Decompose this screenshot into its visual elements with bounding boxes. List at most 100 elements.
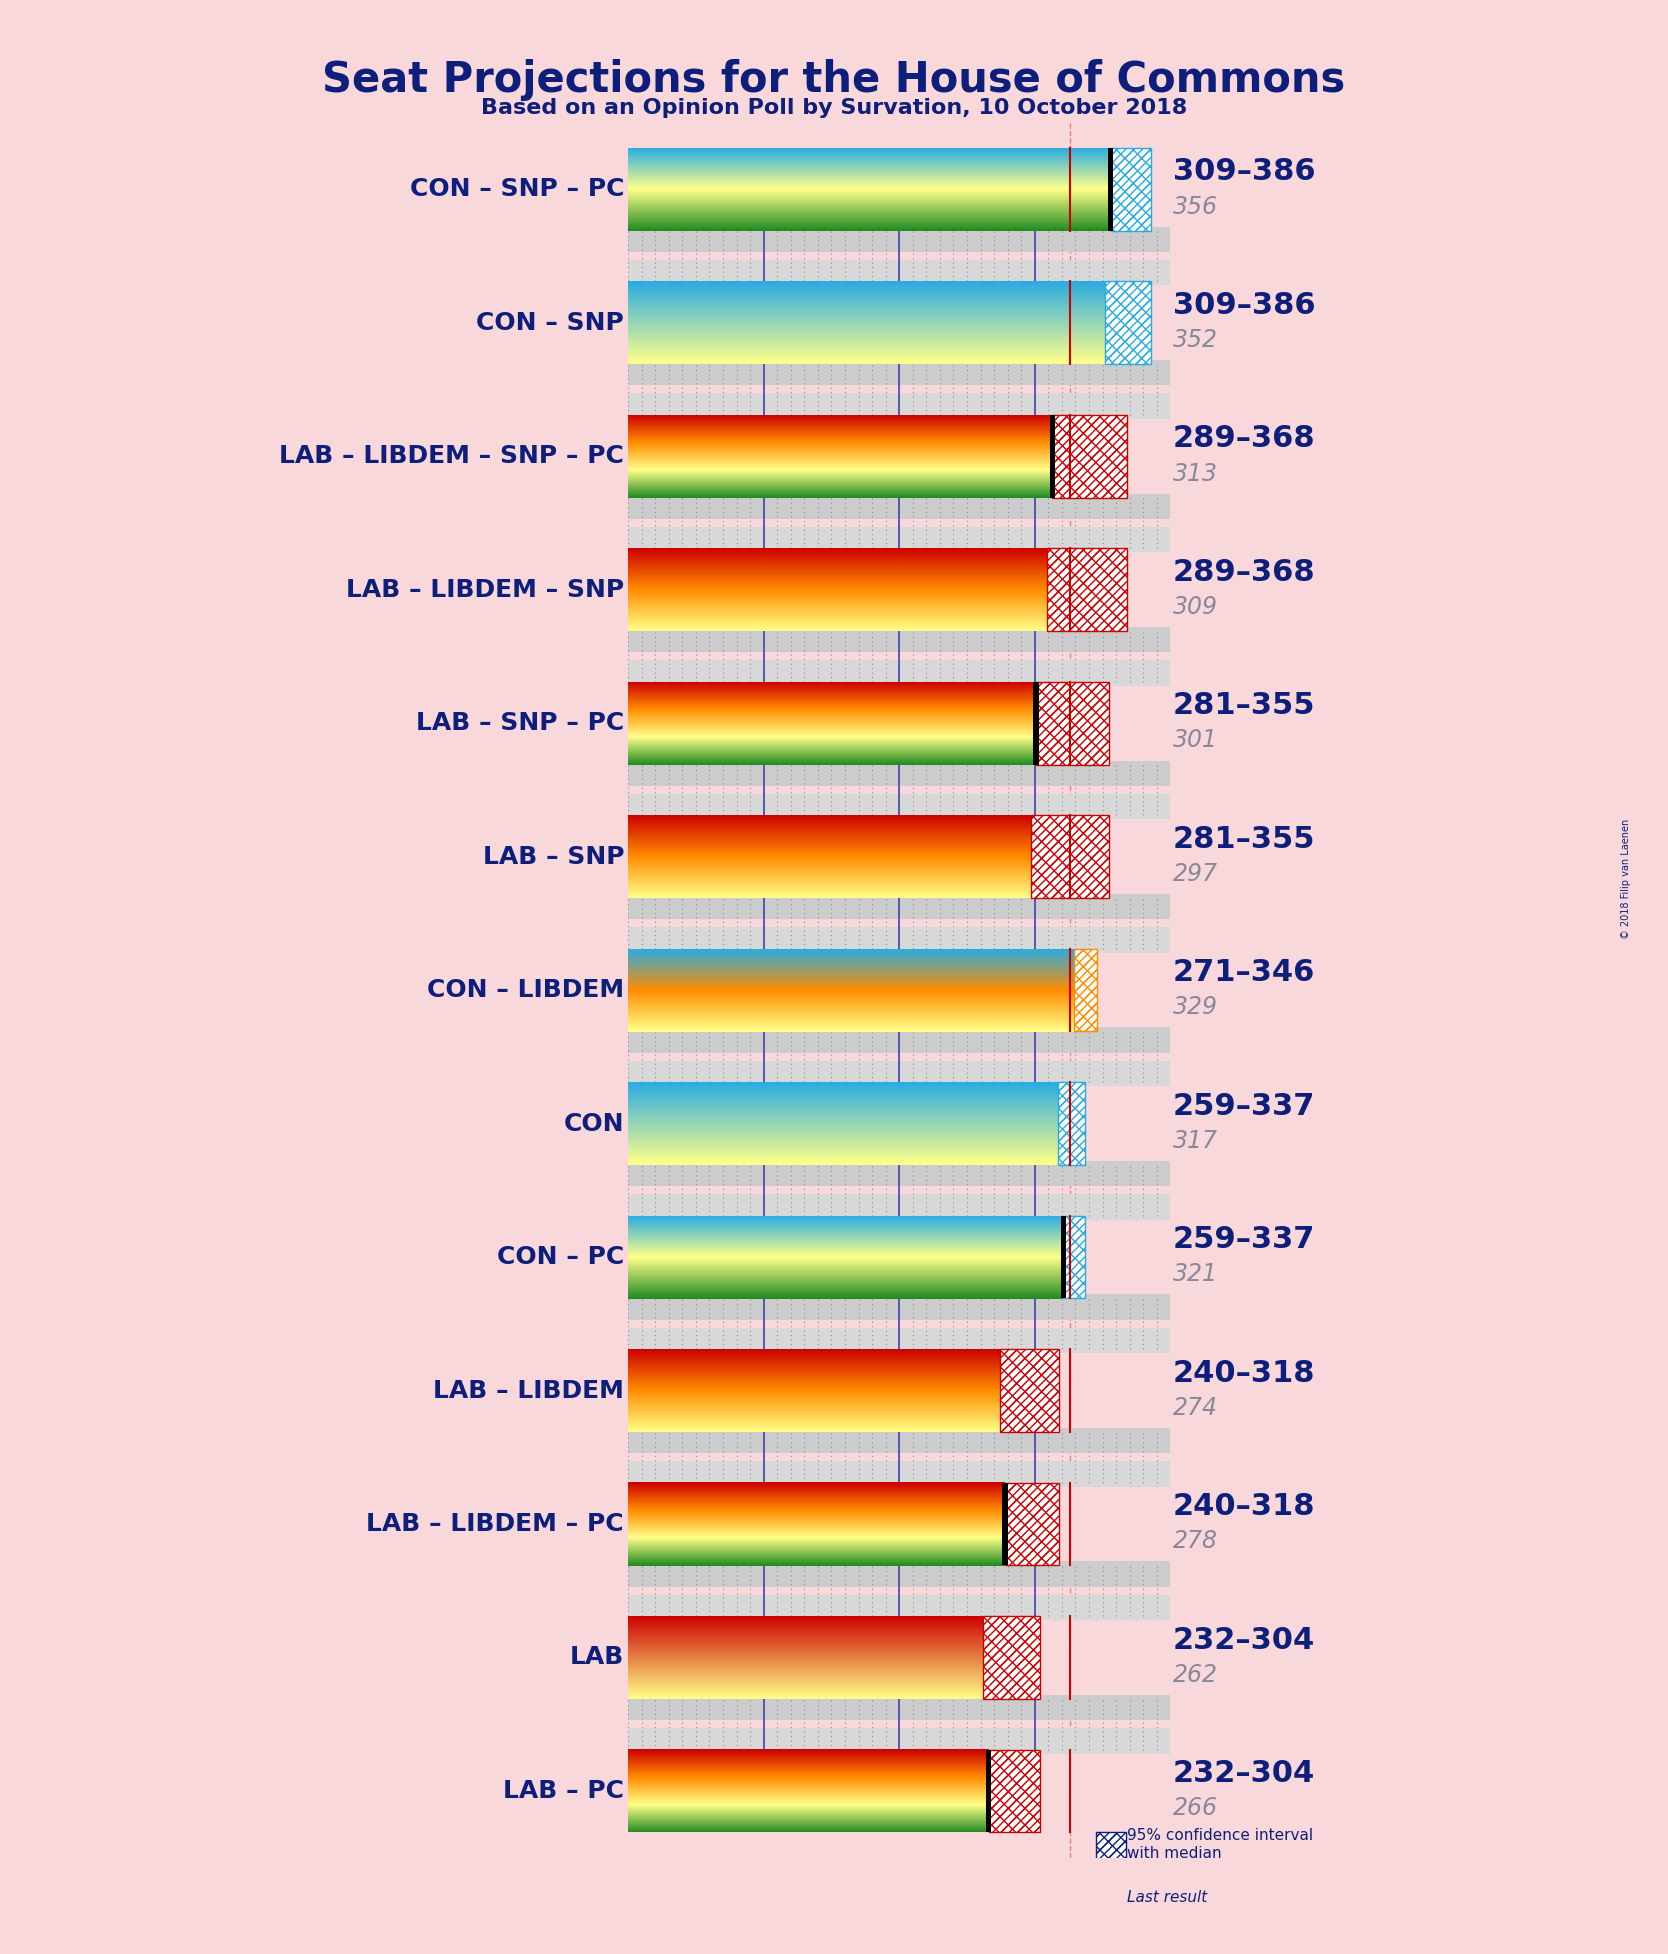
Bar	[1074, 950, 1098, 1032]
Text: LAB – SNP: LAB – SNP	[482, 844, 624, 870]
Text: 313: 313	[1173, 461, 1218, 485]
Bar	[629, 760, 1171, 786]
Text: 95% confidence interval
with median: 95% confidence interval with median	[1128, 1829, 1313, 1860]
Text: 309: 309	[1173, 596, 1218, 619]
Bar	[629, 1561, 1171, 1587]
Text: 266: 266	[1173, 1796, 1218, 1821]
Bar	[629, 1727, 1171, 1753]
Text: 259–337: 259–337	[1173, 1092, 1316, 1122]
Bar	[999, 1348, 1059, 1432]
Text: LAB – LIBDEM: LAB – LIBDEM	[434, 1378, 624, 1403]
Text: CON – LIBDEM: CON – LIBDEM	[427, 979, 624, 1002]
Bar	[1074, 950, 1098, 1032]
Bar	[1063, 1215, 1084, 1297]
Bar	[629, 1194, 1171, 1219]
Text: 356: 356	[1173, 195, 1218, 219]
Bar	[1063, 1215, 1084, 1297]
Text: LAB – LIBDEM – SNP: LAB – LIBDEM – SNP	[345, 578, 624, 602]
Bar	[629, 1028, 1171, 1053]
Bar	[629, 928, 1171, 954]
Text: 232–304: 232–304	[1173, 1626, 1316, 1655]
Bar	[629, 360, 1171, 385]
Bar	[629, 660, 1171, 686]
Text: 240–318: 240–318	[1173, 1358, 1316, 1387]
Text: 289–368: 289–368	[1173, 424, 1316, 453]
Bar	[982, 1616, 1041, 1698]
Bar	[986, 1749, 991, 1833]
Bar	[982, 1616, 1041, 1698]
Text: 309–386: 309–386	[1173, 158, 1316, 186]
Text: 262: 262	[1173, 1663, 1218, 1686]
Text: LAB – PC: LAB – PC	[504, 1778, 624, 1804]
Bar	[1111, 149, 1151, 231]
Bar	[1048, 549, 1128, 631]
Bar	[629, 1428, 1171, 1454]
Text: LAB – LIBDEM – PC: LAB – LIBDEM – PC	[367, 1512, 624, 1536]
Bar	[1004, 1483, 1059, 1565]
Bar	[629, 895, 1171, 918]
Text: 309–386: 309–386	[1173, 291, 1316, 320]
Bar	[1004, 1483, 1059, 1565]
Bar	[629, 227, 1171, 252]
Bar	[1036, 682, 1109, 764]
Bar	[1096, 1833, 1126, 1870]
Text: LAB: LAB	[570, 1645, 624, 1669]
Text: Seat Projections for the House of Commons: Seat Projections for the House of Common…	[322, 59, 1346, 100]
Bar	[629, 1462, 1171, 1487]
Bar	[1106, 281, 1151, 363]
Bar	[629, 1294, 1171, 1319]
Bar	[1108, 149, 1113, 231]
Bar	[1096, 1833, 1126, 1870]
Bar	[629, 1329, 1171, 1354]
Bar	[1031, 815, 1109, 899]
Text: 321: 321	[1173, 1262, 1218, 1286]
Bar	[1036, 682, 1109, 764]
Text: 232–304: 232–304	[1173, 1759, 1316, 1788]
Bar	[1061, 1215, 1066, 1297]
Bar	[989, 1749, 1041, 1833]
Bar	[1048, 549, 1128, 631]
Bar	[1058, 1083, 1084, 1165]
Bar	[1031, 815, 1109, 899]
Bar	[1036, 682, 1109, 764]
Text: © 2018 Filip van Laenen: © 2018 Filip van Laenen	[1621, 819, 1631, 940]
Text: CON: CON	[564, 1112, 624, 1135]
Bar	[1106, 281, 1151, 363]
Bar	[1106, 281, 1151, 363]
Bar	[1048, 549, 1128, 631]
Bar	[1096, 1880, 1126, 1917]
Text: CON – PC: CON – PC	[497, 1245, 624, 1268]
Bar	[629, 627, 1171, 653]
Bar	[629, 528, 1171, 553]
Text: 271–346: 271–346	[1173, 957, 1316, 987]
Bar	[1004, 1483, 1059, 1565]
Text: 329: 329	[1173, 995, 1218, 1020]
Bar	[989, 1749, 1041, 1833]
Bar	[1111, 149, 1151, 231]
Text: 274: 274	[1173, 1395, 1218, 1421]
Bar	[1002, 1483, 1007, 1565]
Text: 352: 352	[1173, 328, 1218, 352]
Bar	[999, 1348, 1059, 1432]
Text: 297: 297	[1173, 862, 1218, 885]
Bar	[1111, 149, 1151, 231]
Bar	[629, 1694, 1171, 1720]
Text: 281–355: 281–355	[1173, 692, 1316, 721]
Bar	[982, 1616, 1041, 1698]
Bar	[1049, 414, 1056, 498]
Text: 240–318: 240–318	[1173, 1493, 1316, 1520]
Bar	[989, 1749, 1041, 1833]
Bar	[629, 793, 1171, 819]
Bar	[999, 1348, 1059, 1432]
Bar	[629, 393, 1171, 418]
Bar	[1058, 1083, 1084, 1165]
Text: CON – SNP – PC: CON – SNP – PC	[410, 178, 624, 201]
Text: 281–355: 281–355	[1173, 825, 1316, 854]
Text: CON – SNP: CON – SNP	[477, 311, 624, 334]
Bar	[629, 1161, 1171, 1186]
Bar	[1031, 815, 1109, 899]
Bar	[1074, 950, 1098, 1032]
Bar	[629, 1061, 1171, 1086]
Bar	[1096, 1880, 1126, 1917]
Bar	[1058, 1083, 1084, 1165]
